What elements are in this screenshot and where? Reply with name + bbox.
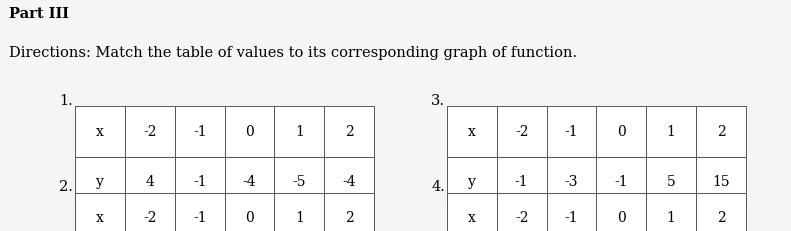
Bar bbox=[547, 157, 596, 208]
Text: -3: -3 bbox=[565, 176, 578, 189]
Bar bbox=[497, 106, 547, 157]
Text: 0: 0 bbox=[617, 125, 626, 139]
Text: -2: -2 bbox=[143, 211, 157, 225]
Text: x: x bbox=[468, 125, 475, 139]
Text: 15: 15 bbox=[712, 176, 730, 189]
Text: -2: -2 bbox=[515, 125, 528, 139]
Bar bbox=[225, 157, 274, 208]
Bar bbox=[75, 106, 125, 157]
Bar bbox=[646, 193, 696, 231]
Text: 0: 0 bbox=[617, 211, 626, 225]
Text: Part III: Part III bbox=[9, 7, 70, 21]
Bar bbox=[75, 157, 125, 208]
Bar bbox=[547, 106, 596, 157]
Text: -2: -2 bbox=[143, 125, 157, 139]
Text: 2: 2 bbox=[717, 211, 725, 225]
Text: 2: 2 bbox=[345, 211, 354, 225]
Bar bbox=[225, 106, 274, 157]
Bar bbox=[447, 193, 497, 231]
Text: -5: -5 bbox=[293, 176, 306, 189]
Bar bbox=[696, 106, 746, 157]
Bar bbox=[447, 106, 497, 157]
Bar bbox=[225, 193, 274, 231]
Bar bbox=[596, 157, 646, 208]
Text: 1: 1 bbox=[295, 125, 304, 139]
Text: -1: -1 bbox=[193, 176, 206, 189]
Bar bbox=[497, 157, 547, 208]
Text: -1: -1 bbox=[565, 125, 578, 139]
Bar bbox=[447, 157, 497, 208]
Bar bbox=[596, 193, 646, 231]
Text: 3.: 3. bbox=[431, 94, 445, 108]
Text: -1: -1 bbox=[515, 176, 528, 189]
Text: -1: -1 bbox=[193, 125, 206, 139]
Text: -1: -1 bbox=[565, 211, 578, 225]
Text: 4.: 4. bbox=[431, 180, 445, 194]
Text: 4: 4 bbox=[146, 176, 154, 189]
Text: y: y bbox=[97, 176, 104, 189]
Bar bbox=[646, 106, 696, 157]
Bar bbox=[125, 106, 175, 157]
Text: 1.: 1. bbox=[59, 94, 73, 108]
Text: 2.: 2. bbox=[59, 180, 74, 194]
Text: -1: -1 bbox=[193, 211, 206, 225]
Bar bbox=[274, 193, 324, 231]
Bar bbox=[324, 106, 374, 157]
Bar bbox=[324, 193, 374, 231]
Bar bbox=[324, 157, 374, 208]
Bar bbox=[596, 106, 646, 157]
Bar bbox=[125, 157, 175, 208]
Text: 1: 1 bbox=[667, 211, 676, 225]
Bar bbox=[274, 106, 324, 157]
Bar bbox=[696, 157, 746, 208]
Text: 0: 0 bbox=[245, 211, 254, 225]
Bar bbox=[274, 157, 324, 208]
Bar bbox=[75, 193, 125, 231]
Bar bbox=[125, 193, 175, 231]
Text: x: x bbox=[97, 125, 104, 139]
Bar bbox=[646, 157, 696, 208]
Bar bbox=[175, 106, 225, 157]
Text: 0: 0 bbox=[245, 125, 254, 139]
Text: x: x bbox=[468, 211, 475, 225]
Bar bbox=[547, 193, 596, 231]
Text: 1: 1 bbox=[295, 211, 304, 225]
Bar bbox=[175, 157, 225, 208]
Text: -1: -1 bbox=[615, 176, 628, 189]
Text: y: y bbox=[468, 176, 475, 189]
Text: 5: 5 bbox=[667, 176, 676, 189]
Bar bbox=[696, 193, 746, 231]
Text: Directions: Match the table of values to its corresponding graph of function.: Directions: Match the table of values to… bbox=[9, 46, 577, 60]
Bar bbox=[175, 193, 225, 231]
Text: 2: 2 bbox=[717, 125, 725, 139]
Bar bbox=[497, 193, 547, 231]
Text: 2: 2 bbox=[345, 125, 354, 139]
Text: x: x bbox=[97, 211, 104, 225]
Text: -2: -2 bbox=[515, 211, 528, 225]
Text: -4: -4 bbox=[343, 176, 356, 189]
Text: 1: 1 bbox=[667, 125, 676, 139]
Text: -4: -4 bbox=[243, 176, 256, 189]
